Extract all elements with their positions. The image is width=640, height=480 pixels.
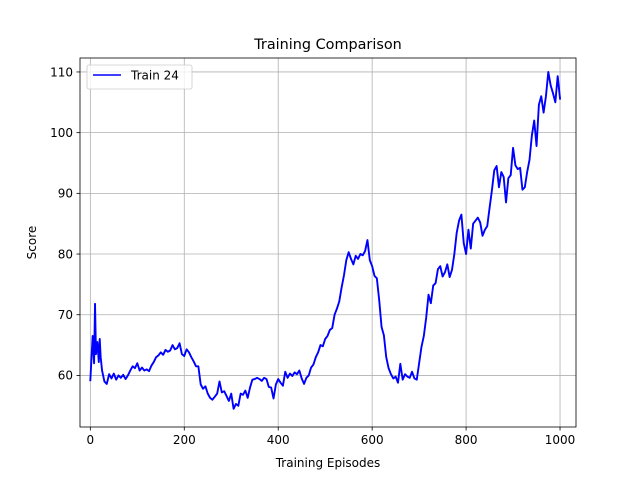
chart-title: Training Comparison xyxy=(253,37,402,53)
y-tick-label: 60 xyxy=(58,369,73,383)
y-axis-ticks: 60 70 80 90 100 110 xyxy=(50,65,80,383)
x-tick-label: 200 xyxy=(173,433,196,447)
y-tick-label: 90 xyxy=(58,187,73,201)
x-tick-label: 400 xyxy=(267,433,290,447)
y-axis-title: Score xyxy=(25,226,39,260)
y-tick-label: 110 xyxy=(50,65,73,79)
legend: Train 24 xyxy=(86,64,193,90)
y-tick-label: 70 xyxy=(58,308,73,322)
x-axis-ticks: 0 200 400 600 800 1000 xyxy=(87,427,576,447)
y-tick-label: 80 xyxy=(58,247,73,261)
legend-box xyxy=(86,64,193,90)
series-layer xyxy=(89,71,562,410)
series-line-train-24 xyxy=(89,71,562,410)
y-tick-label: 100 xyxy=(50,126,73,140)
x-tick-label: 600 xyxy=(361,433,384,447)
x-tick-label: 1000 xyxy=(545,433,576,447)
legend-label: Train 24 xyxy=(130,69,179,83)
x-tick-label: 800 xyxy=(455,433,478,447)
plot-frame xyxy=(79,57,577,428)
grid-lines xyxy=(80,58,576,427)
x-axis-title: Training Episodes xyxy=(275,456,381,470)
x-tick-label: 0 xyxy=(87,433,95,447)
